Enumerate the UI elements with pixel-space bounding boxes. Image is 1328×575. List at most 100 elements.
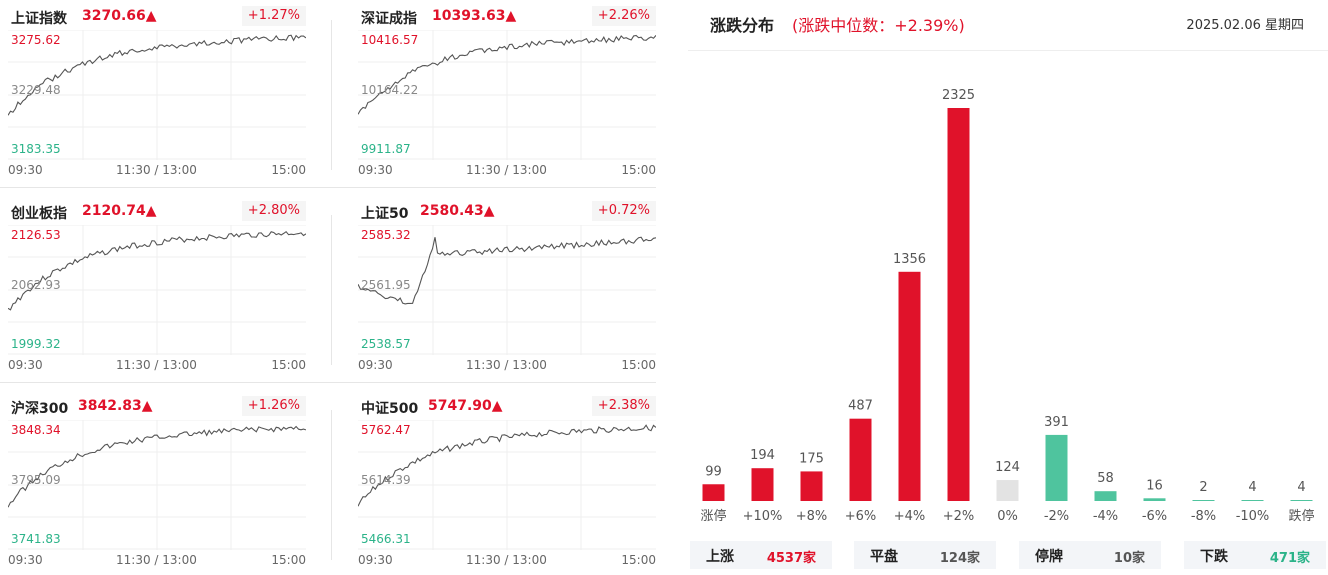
stat-suspended: 停牌 10家	[1019, 541, 1161, 569]
distribution-subtitle: (涨跌中位数：+2.39%)	[792, 16, 965, 35]
bar-value-label: 2	[1199, 480, 1207, 495]
intraday-chart	[358, 30, 656, 160]
bar-value-label: 4	[1248, 480, 1256, 495]
bar-涨停	[702, 484, 725, 501]
bar-value-label: 391	[1044, 415, 1069, 430]
y-mid-label: 5614.39	[361, 473, 411, 487]
bar-value-label: 16	[1146, 478, 1163, 493]
bar-+6%	[849, 418, 872, 501]
y-high-label: 2126.53	[11, 228, 61, 242]
price-line	[8, 34, 306, 116]
y-mid-label: 10164.22	[361, 83, 419, 97]
index-name: 中证500	[361, 401, 419, 417]
price-line	[8, 425, 306, 508]
bar-value-label: 194	[750, 448, 775, 463]
category-label: +4%	[894, 509, 926, 524]
stat-label: 上涨	[706, 549, 734, 565]
bar--4%	[1094, 491, 1117, 501]
row-divider	[0, 382, 656, 383]
index-panel-5[interactable]: 中证500 5747.90▲ +2.38% 5762.47 5614.39 5466…	[358, 390, 656, 575]
index-panel-0[interactable]: 上证指数 3270.66▲ +1.27% 3275.62 3229.48 3183.…	[8, 0, 306, 185]
index-change-badge: +2.26%	[591, 6, 656, 26]
category-label: -4%	[1093, 509, 1118, 524]
bar-value-label: 2325	[942, 88, 975, 103]
category-label: +6%	[845, 509, 877, 524]
y-high-label: 2585.32	[361, 228, 411, 242]
index-panel-1[interactable]: 深证成指 10393.63▲ +2.26% 10416.57 10164.22 99…	[358, 0, 656, 185]
y-mid-label: 2561.95	[361, 278, 411, 292]
y-high-label: 3848.34	[11, 423, 61, 437]
y-low-label: 3183.35	[11, 142, 61, 156]
bar--6%	[1143, 498, 1166, 501]
y-mid-label: 3229.48	[11, 83, 61, 97]
stat-flat: 平盘 124家	[854, 541, 996, 569]
x-label-close: 15:00	[271, 553, 306, 567]
index-value: 5747.90▲	[428, 398, 503, 414]
price-line	[358, 34, 656, 115]
x-label-close: 15:00	[271, 358, 306, 372]
stat-down: 下跌 471家	[1184, 541, 1326, 569]
category-label: +2%	[943, 509, 975, 524]
category-label: +10%	[743, 509, 783, 524]
category-label: -10%	[1236, 509, 1270, 524]
bar--8%	[1192, 500, 1215, 501]
bar-value-label: 175	[799, 451, 824, 466]
index-value: 3842.83▲	[78, 398, 153, 414]
index-change-badge: +1.26%	[241, 396, 306, 416]
index-change-badge: +2.38%	[591, 396, 656, 416]
x-label-noon: 11:30 / 13:00	[116, 163, 197, 177]
bar-value-label: 99	[705, 464, 722, 479]
stat-value: 124家	[939, 551, 980, 566]
x-label-close: 15:00	[621, 553, 656, 567]
x-label-open: 09:30	[358, 163, 393, 177]
x-label-noon: 11:30 / 13:00	[116, 358, 197, 372]
y-high-label: 10416.57	[361, 33, 419, 47]
x-label-open: 09:30	[358, 553, 393, 567]
index-value: 3270.66▲	[82, 8, 157, 24]
index-value: 10393.63▲	[432, 8, 517, 24]
y-low-label: 5466.31	[361, 532, 411, 546]
y-low-label: 2538.57	[361, 337, 411, 351]
column-divider	[331, 215, 332, 365]
index-panel-2[interactable]: 创业板指 2120.74▲ +2.80% 2126.53 2062.93 1999.…	[8, 195, 306, 380]
index-name: 创业板指	[11, 206, 67, 222]
index-panel-4[interactable]: 沪深300 3842.83▲ +1.26% 3848.34 3795.09 3741…	[8, 390, 306, 575]
bar-value-label: 58	[1097, 471, 1114, 486]
x-label-open: 09:30	[8, 163, 43, 177]
bar-+4%	[898, 271, 921, 501]
y-low-label: 1999.32	[11, 337, 61, 351]
intraday-chart	[358, 225, 656, 355]
distribution-chart: 99 涨停 194 +10% 175 +8% 487 +6% 1356 +4% 2325 +2% 124…	[700, 88, 1314, 524]
x-label-open: 09:30	[358, 358, 393, 372]
category-label: +8%	[796, 509, 828, 524]
bar--2%	[1045, 434, 1068, 501]
price-line	[358, 236, 656, 305]
bar-跌停	[1290, 500, 1313, 501]
bar-value-label: 4	[1297, 480, 1305, 495]
category-label: 0%	[997, 509, 1018, 524]
intraday-chart	[8, 420, 306, 550]
x-label-noon: 11:30 / 13:00	[466, 163, 547, 177]
stat-value: 471家	[1269, 551, 1310, 566]
stat-value: 4537家	[766, 551, 816, 566]
index-panel-3[interactable]: 上证50 2580.43▲ +0.72% 2585.32 2561.95 2538.…	[358, 195, 656, 380]
price-line	[8, 230, 306, 311]
x-label-close: 15:00	[271, 163, 306, 177]
index-value: 2120.74▲	[82, 203, 157, 219]
x-label-noon: 11:30 / 13:00	[466, 553, 547, 567]
index-value: 2580.43▲	[420, 203, 495, 219]
index-change-badge: +2.80%	[241, 201, 306, 221]
x-label-open: 09:30	[8, 358, 43, 372]
stat-label: 下跌	[1200, 549, 1228, 565]
distribution-date: 2025.02.06 星期四	[1186, 18, 1304, 33]
stat-up: 上涨 4537家	[690, 541, 832, 569]
index-name: 上证50	[361, 206, 409, 222]
x-label-open: 09:30	[8, 553, 43, 567]
category-label: -2%	[1044, 509, 1069, 524]
column-divider	[331, 20, 332, 170]
bar-+2%	[947, 108, 970, 501]
index-name: 沪深300	[11, 401, 69, 417]
bar-+10%	[751, 468, 774, 501]
index-change-badge: +1.27%	[241, 6, 306, 26]
bar--10%	[1241, 500, 1264, 501]
